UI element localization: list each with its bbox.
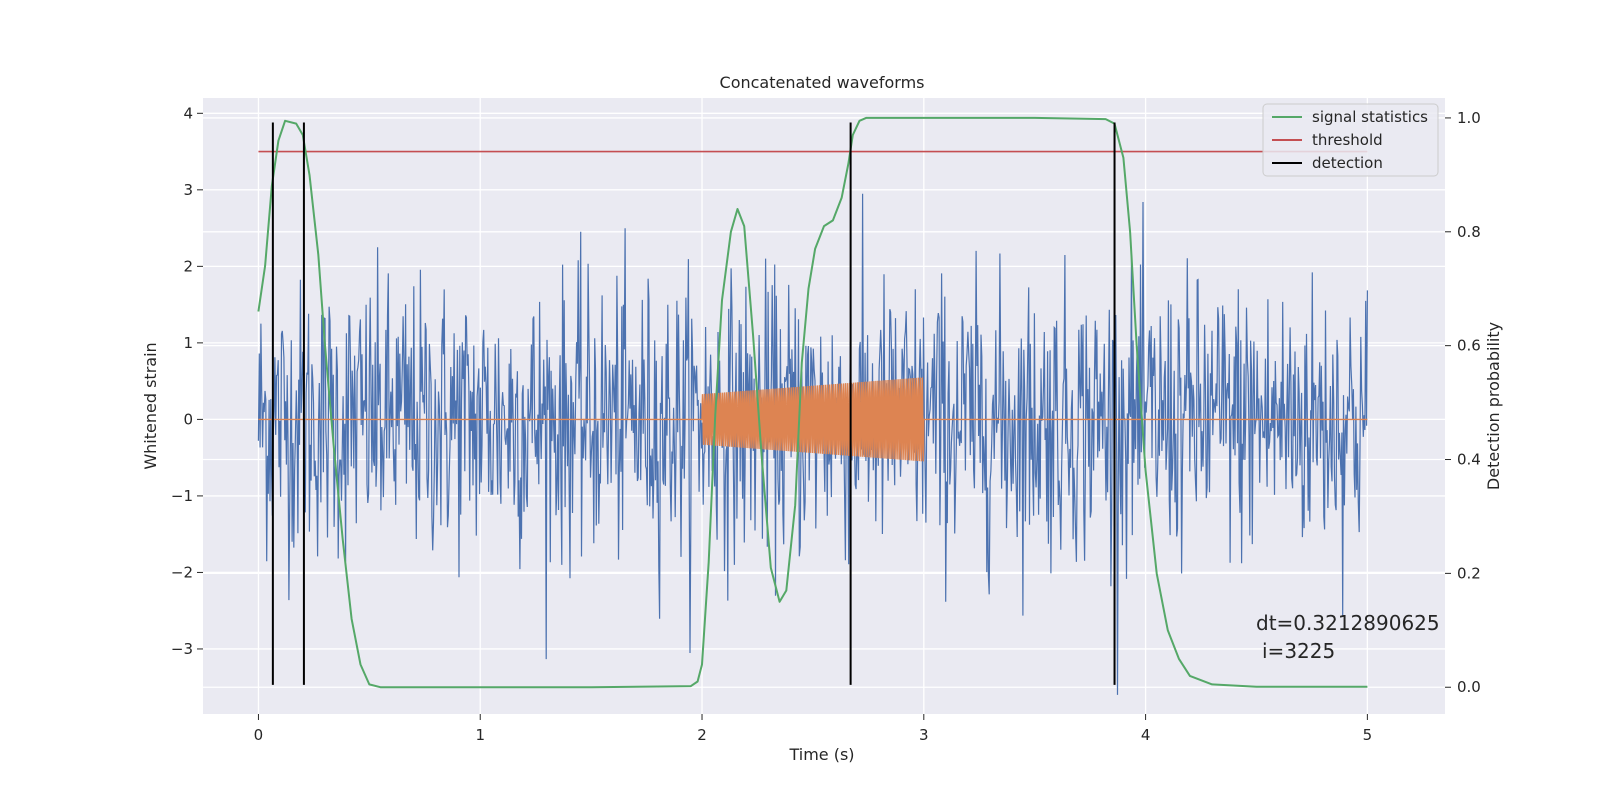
y2-tick-label: 0.0 xyxy=(1457,678,1481,696)
injection-series xyxy=(258,377,1368,462)
y-tick-label: 0 xyxy=(183,410,193,428)
x-tick-label: 3 xyxy=(919,726,929,744)
strain-line xyxy=(257,193,1368,695)
legend-box xyxy=(1262,103,1439,177)
x-axis-ticks: 0 1 2 3 4 5 xyxy=(254,714,1372,744)
y2-axis-ticks: 0.0 0.2 0.4 0.6 0.8 1.0 xyxy=(1445,109,1481,696)
legend: signal statistics threshold detection xyxy=(1262,103,1439,177)
y-tick-label: −3 xyxy=(171,640,193,658)
x-tick-label: 0 xyxy=(254,726,264,744)
y2-tick-label: 0.6 xyxy=(1457,337,1481,355)
y2-tick-label: 0.8 xyxy=(1457,223,1481,241)
x-tick-label: 5 xyxy=(1363,726,1373,744)
y-tick-label: −2 xyxy=(171,563,193,581)
injection-line xyxy=(258,377,1368,462)
y-tick-label: 4 xyxy=(183,104,193,122)
y2-tick-label: 0.2 xyxy=(1457,564,1481,582)
x-axis-label: Time (s) xyxy=(788,745,854,764)
signal-statistics-series xyxy=(257,116,1368,689)
y-tick-label: 3 xyxy=(183,181,193,199)
y2-tick-label: 1.0 xyxy=(1457,109,1481,127)
x-tick-label: 4 xyxy=(1141,726,1151,744)
y-tick-label: 1 xyxy=(183,334,193,352)
x-tick-label: 2 xyxy=(697,726,707,744)
detection-series xyxy=(271,122,1116,685)
annotation-i: i=3225 xyxy=(1262,639,1335,663)
y-axis-ticks: −3 −2 −1 0 1 2 3 4 xyxy=(171,104,203,658)
y2-tick-label: 0.4 xyxy=(1457,451,1481,469)
legend-label-signal-statistics: signal statistics xyxy=(1312,108,1428,126)
y-axis-label: Whitened strain xyxy=(141,342,160,469)
signal-statistics-line xyxy=(257,116,1368,689)
x-tick-label: 1 xyxy=(475,726,485,744)
annotation-dt: dt=0.3212890625 xyxy=(1256,611,1440,635)
strain-series xyxy=(257,193,1368,695)
dt-annotation: dt=0.3212890625 i=3225 xyxy=(1256,611,1440,663)
y-tick-label: 2 xyxy=(183,257,193,275)
y-tick-label: −1 xyxy=(171,487,193,505)
legend-label-detection: detection xyxy=(1312,154,1383,172)
chart-title: Concatenated waveforms xyxy=(720,73,925,92)
legend-label-threshold: threshold xyxy=(1312,131,1383,149)
y2-axis-label: Detection probability xyxy=(1484,322,1503,490)
